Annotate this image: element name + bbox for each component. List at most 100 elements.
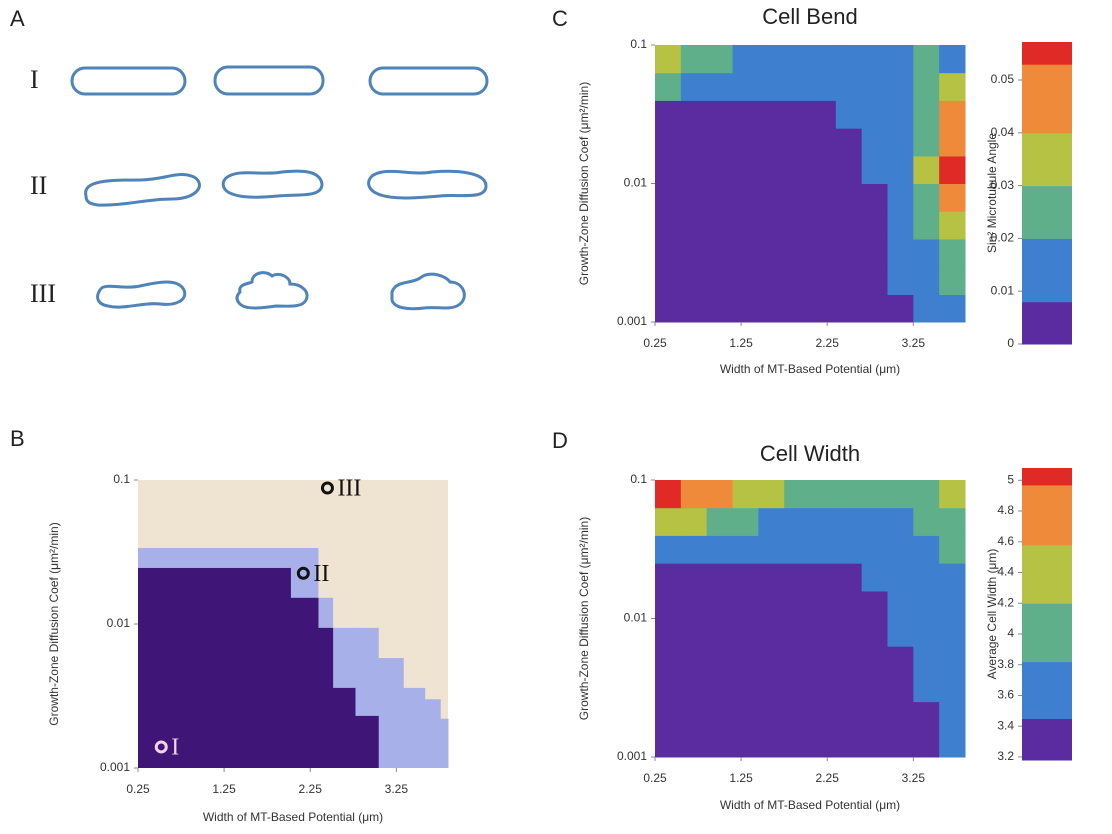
heatmap-cell: [706, 480, 733, 509]
heatmap-cell: [680, 618, 708, 647]
cell-shape: [368, 66, 489, 96]
heatmap-cell: [732, 238, 759, 268]
colorbar-tick-label: 4.8: [997, 503, 1014, 517]
heatmap-cell: [835, 183, 863, 212]
heatmap-cell: [680, 673, 708, 703]
colorbar-bin: [1022, 42, 1072, 65]
panel-letter: C: [552, 6, 568, 31]
x-tick-label: 0.25: [126, 782, 150, 796]
colorbar-tick-label: 0.03: [991, 178, 1015, 192]
heatmap-cell: [887, 618, 914, 647]
heatmap-cell: [939, 100, 966, 129]
heatmap-cell: [732, 45, 759, 74]
heatmap-cell: [784, 507, 811, 536]
heatmap-cell: [706, 618, 733, 647]
heatmap-cell: [835, 646, 863, 675]
heatmap-cell: [861, 238, 888, 268]
heatmap-cell: [784, 155, 811, 184]
x-axis-label: Width of MT-Based Potential (μm): [720, 362, 900, 376]
heatmap-cell: [784, 701, 811, 730]
heatmap-cell: [706, 294, 733, 323]
heatmap-cell: [835, 535, 863, 564]
heatmap-cell: [810, 294, 837, 323]
marker-label: III: [337, 475, 361, 501]
heatmap-cell: [655, 701, 682, 730]
heatmap-cell: [758, 480, 785, 509]
colorbar-tick-label: 0.01: [991, 283, 1015, 297]
colorbar-tick-label: 3.2: [997, 749, 1014, 763]
heatmap-cell: [861, 729, 888, 758]
heatmap-cell: [810, 480, 837, 509]
heatmap-cell: [887, 480, 914, 509]
heatmap-cell: [913, 100, 940, 129]
heatmap-cell: [861, 266, 888, 295]
heatmap-cell: [680, 183, 708, 212]
heatmap-cell: [913, 507, 940, 536]
heatmap-cell: [939, 701, 966, 730]
y-axis-label: Growth-Zone Diffusion Coef (μm²/min): [47, 522, 61, 725]
cell-shape: [96, 280, 187, 309]
heatmap-cell: [680, 507, 708, 536]
heatmap-cell: [887, 128, 914, 157]
heatmap-cell: [655, 673, 682, 703]
heatmap-cell: [680, 563, 708, 592]
cell-shape: [213, 65, 325, 96]
cell-shape: [70, 66, 187, 96]
heatmap-cell: [732, 155, 759, 184]
heatmap-cell: [887, 45, 914, 74]
heatmap-cell: [939, 618, 966, 647]
row-label: I: [30, 65, 39, 94]
heatmap-cell: [887, 294, 914, 323]
heatmap-cell: [680, 590, 708, 619]
heatmap-cell: [887, 211, 914, 240]
heatmap-cell: [913, 45, 940, 74]
heatmap-cell: [680, 701, 708, 730]
heatmap-cell: [861, 563, 888, 592]
heatmap-cell: [939, 294, 966, 323]
heatmap-cell: [810, 673, 837, 703]
heatmap-cell: [680, 128, 708, 157]
heatmap-cell: [913, 155, 940, 184]
heatmap-cell: [887, 507, 914, 536]
colorbar-bin: [1022, 185, 1072, 239]
x-tick-label: 1.25: [729, 336, 753, 350]
heatmap-cell: [706, 590, 733, 619]
heatmap-cell: [913, 238, 940, 268]
heatmap-cell: [913, 480, 940, 509]
heatmap-cell: [655, 183, 682, 212]
heatmap-cell: [732, 100, 759, 129]
heatmap-cell: [861, 72, 888, 101]
row-label: II: [30, 171, 47, 200]
heatmap-cell: [887, 72, 914, 101]
heatmap-cell: [758, 72, 785, 101]
heatmap-cell: [861, 507, 888, 536]
heatmap-cell: [732, 618, 759, 647]
heatmap-cell: [887, 238, 914, 268]
heatmap-cell: [758, 563, 785, 592]
heatmap-cell: [758, 238, 785, 268]
colorbar-tick-label: 4: [1007, 626, 1014, 640]
x-tick-label: 2.25: [299, 782, 323, 796]
colorbar-bin: [1022, 301, 1072, 345]
y-tick-label: 0.01: [624, 611, 648, 625]
heatmap-cell: [758, 701, 785, 730]
heatmap-cell: [913, 183, 940, 212]
heatmap-cell: [939, 507, 966, 536]
heatmap-cell: [706, 45, 733, 74]
heatmap-cell: [861, 294, 888, 323]
heatmap-cell: [913, 211, 940, 240]
heatmap-cell: [758, 100, 785, 129]
heatmap-cell: [939, 72, 966, 101]
heatmap-cell: [655, 45, 682, 74]
heatmap-cell: [758, 729, 785, 758]
heatmap-cell: [913, 729, 940, 758]
heatmap-cell: [784, 618, 811, 647]
heatmap-cell: [706, 673, 733, 703]
heatmap-cell: [887, 155, 914, 184]
phase-marker: [154, 740, 168, 754]
x-tick-label: 1.25: [729, 771, 753, 785]
heatmap-cell: [784, 266, 811, 295]
heatmap-cell: [913, 701, 940, 730]
heatmap-cell: [758, 507, 785, 536]
